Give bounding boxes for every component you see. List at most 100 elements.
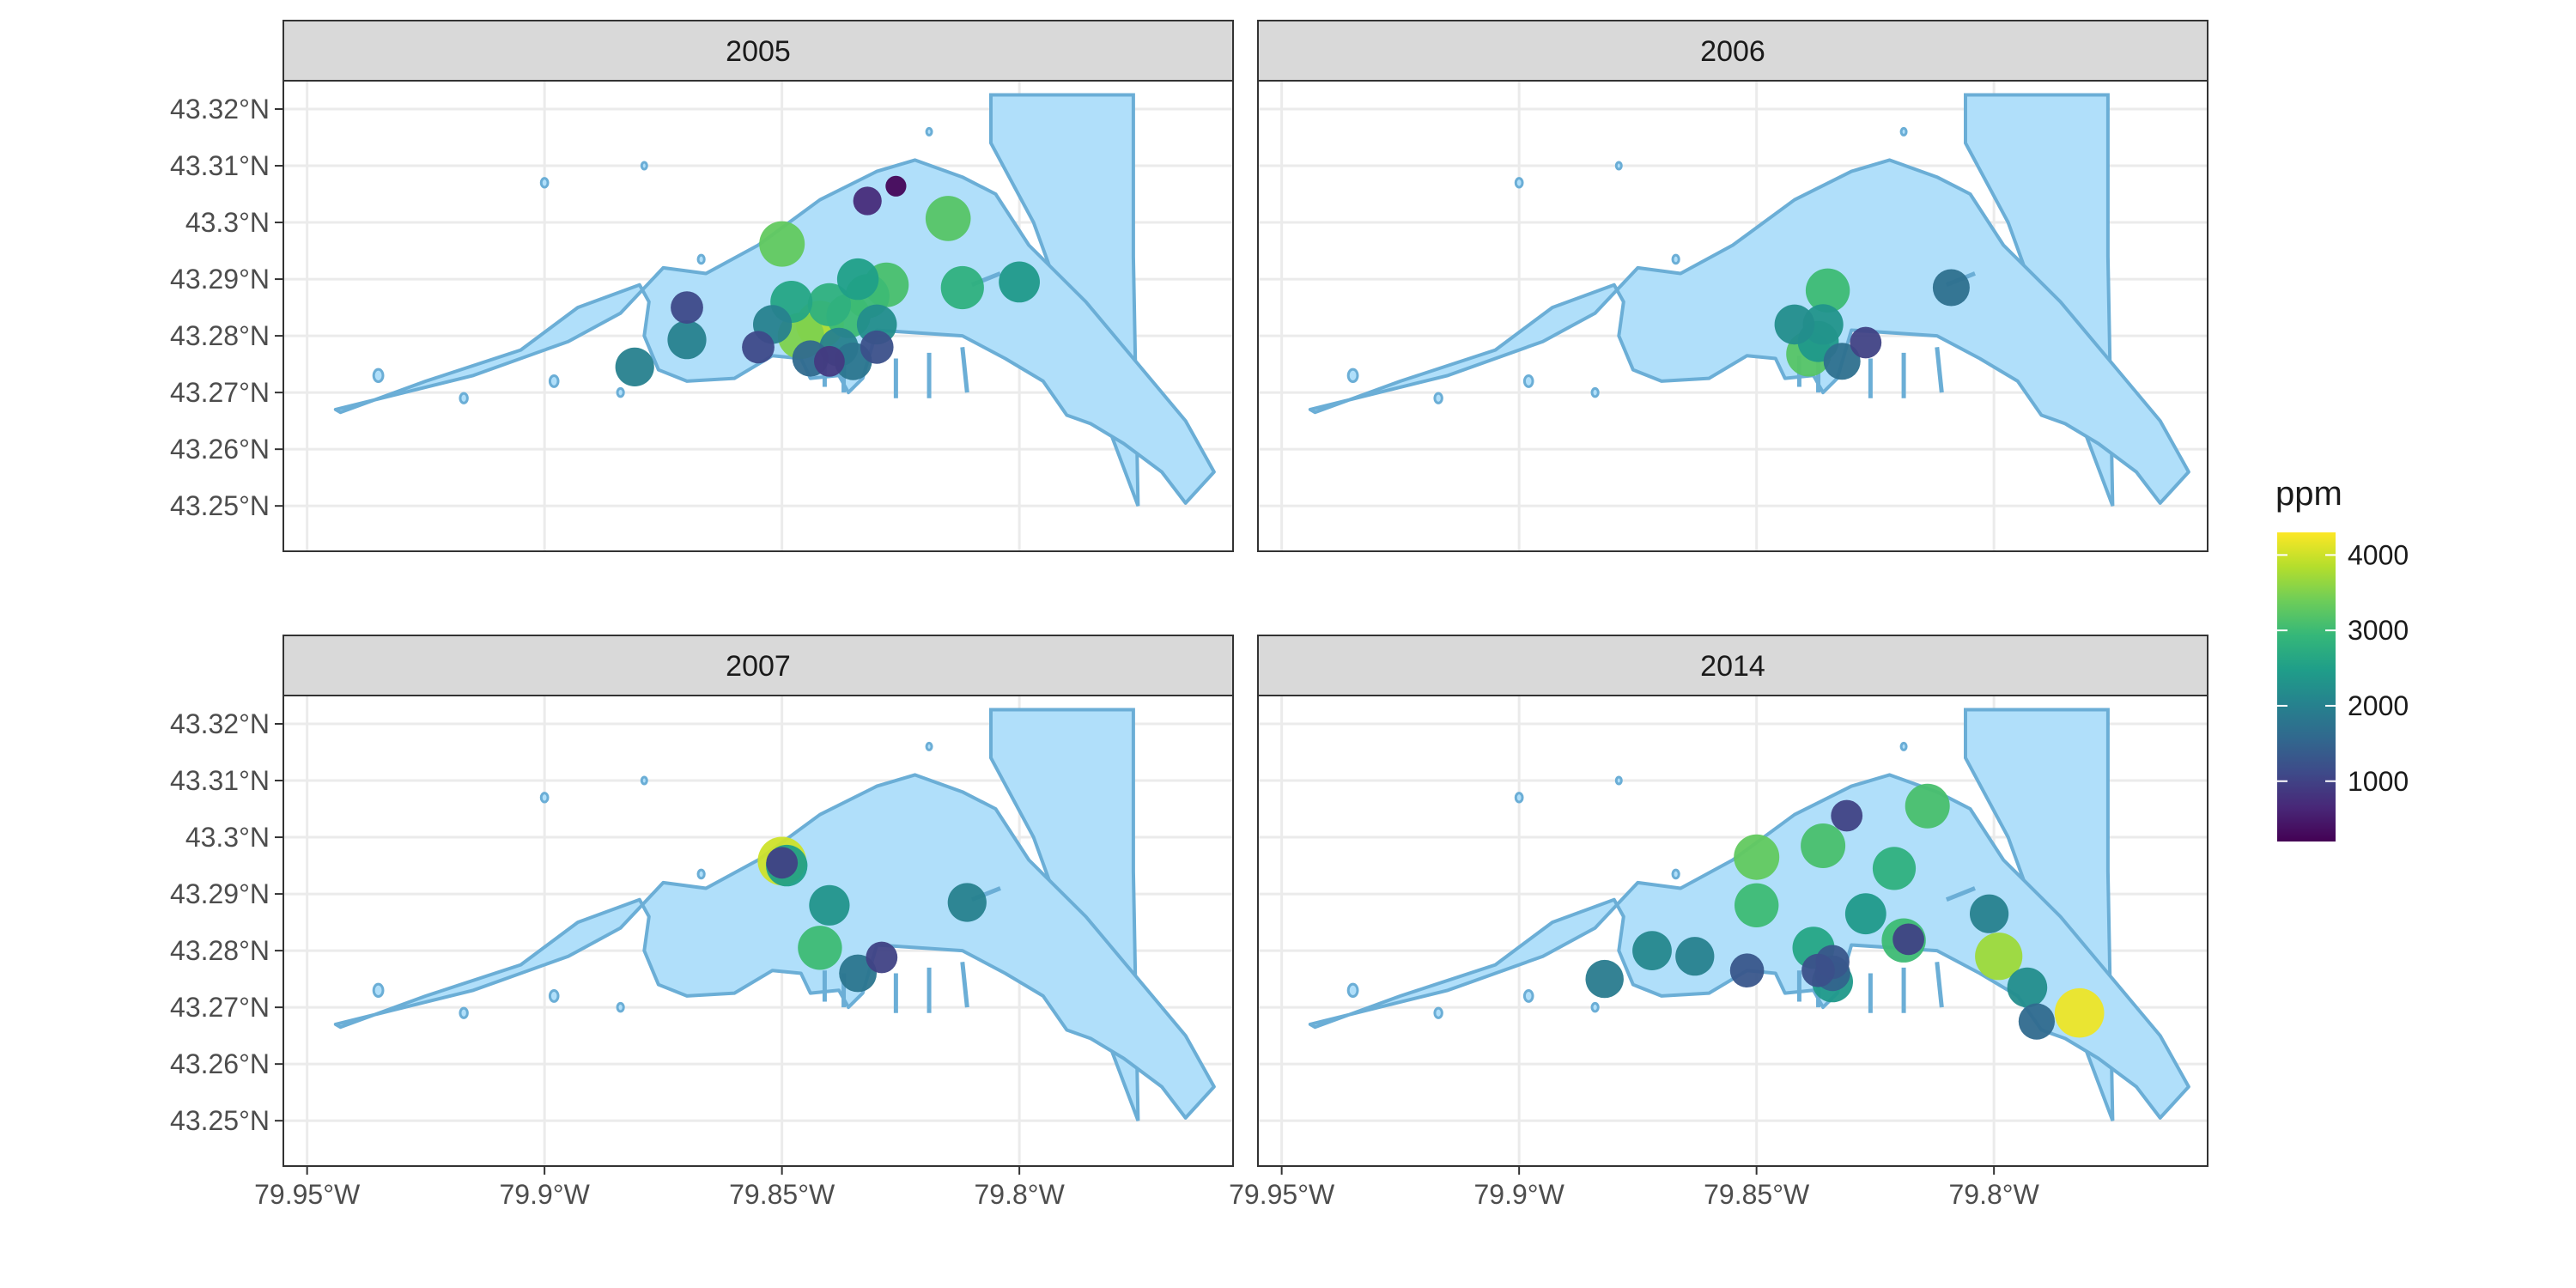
y-tick-label: 43.28°N [170, 935, 270, 966]
x-tick-label: 79.9°W [1474, 1179, 1565, 1210]
data-point [940, 265, 984, 310]
facet-strip-label: 2007 [726, 650, 791, 683]
islet-shape [1346, 368, 1359, 384]
islet-shape [616, 1001, 625, 1013]
pier-outline [960, 347, 969, 393]
y-tick-label: 43.32°N [170, 94, 270, 125]
data-point [742, 331, 775, 364]
y-tick-label: 43.28°N [170, 320, 270, 351]
data-point [814, 345, 845, 377]
islet-shape [459, 392, 469, 404]
y-tick-label: 43.32°N [170, 708, 270, 739]
data-point [947, 883, 987, 922]
islet-shape [539, 177, 550, 189]
data-point [667, 320, 707, 360]
data-point [2018, 1003, 2055, 1040]
facet-strip [1257, 20, 2208, 82]
facet-panel-2005: 2005 43.25°N 43.26°N 43.27°N 43.28°N 43.29°N 4… [170, 20, 1234, 552]
x-tick-label: 79.8°W [975, 1179, 1066, 1210]
x-tick-label: 79.85°W [729, 1179, 835, 1210]
islet-shape [372, 982, 385, 999]
y-tick-label: 43.31°N [170, 150, 270, 181]
panel-border [1257, 80, 2208, 552]
islet-shape [1522, 374, 1534, 388]
islet-shape [1899, 741, 1908, 751]
data-point [1735, 883, 1779, 928]
data-point [1872, 847, 1917, 890]
x-tick-label: 79.95°W [254, 1179, 361, 1210]
data-point [853, 186, 882, 216]
facet-strip-label: 2006 [1700, 35, 1765, 68]
islet-shape [1671, 868, 1680, 880]
islet-shape [696, 868, 706, 880]
panel-border [1257, 695, 2208, 1167]
data-point [999, 261, 1040, 303]
legend-tick-label: 2000 [2348, 690, 2409, 721]
data-point [807, 283, 852, 326]
data-point [1932, 269, 1970, 307]
islet-shape [548, 374, 560, 388]
islet-shape [459, 1006, 469, 1019]
harbour-shape [1308, 773, 2190, 1120]
y-tick-label: 43.29°N [170, 264, 270, 295]
y-tick-label: 43.26°N [170, 1048, 270, 1079]
islet-shape [1522, 989, 1534, 1003]
islet-shape [1671, 253, 1680, 265]
islet-shape [539, 792, 550, 804]
data-point [1905, 783, 1950, 829]
islet-shape [925, 741, 933, 751]
islet-shape [1614, 775, 1623, 786]
y-tick-label: 43.25°N [170, 1105, 270, 1136]
data-point [1975, 933, 2023, 981]
data-point [1675, 937, 1715, 976]
pier-outline [1935, 962, 1944, 1008]
pier-outline [960, 962, 969, 1008]
color-legend: ppm 1000 2000 3000 4000 [2275, 475, 2409, 841]
legend-tick-label: 4000 [2348, 539, 2409, 570]
y-tick-label: 43.26°N [170, 434, 270, 465]
data-point [1801, 953, 1835, 987]
data-point [860, 330, 894, 364]
data-point [1802, 304, 1844, 345]
data-point [1801, 823, 1846, 868]
x-tick-label: 79.9°W [500, 1179, 591, 1210]
facet-strip-label: 2014 [1700, 650, 1765, 683]
islet-shape [616, 386, 625, 398]
islet-shape [640, 775, 648, 786]
data-point [1831, 799, 1863, 832]
y-tick-label: 43.25°N [170, 490, 270, 521]
y-tick-label: 43.31°N [170, 765, 270, 796]
islet-shape [1433, 1006, 1443, 1019]
data-point [925, 196, 971, 241]
data-point [671, 291, 703, 324]
islet-shape [1614, 161, 1623, 171]
data-point [809, 884, 850, 926]
data-point [1734, 834, 1780, 880]
islet-shape [1590, 386, 1600, 398]
data-point [1729, 953, 1765, 987]
y-tick-label: 43.29°N [170, 878, 270, 909]
islet-shape [696, 253, 706, 265]
data-point [1823, 343, 1861, 380]
pier-outline [1935, 347, 1944, 393]
facet-panel-2007: 2007 43.25°N 43.26°N 43.27°N 43.28°N 43.29°N 4… [170, 635, 1234, 1210]
facet-strip [283, 20, 1234, 82]
y-tick-label: 43.27°N [170, 377, 270, 408]
pier-outline [1945, 886, 1976, 902]
data-point [2007, 967, 2048, 1008]
islet-shape [548, 989, 560, 1003]
data-point [866, 941, 898, 974]
data-point [1805, 268, 1850, 313]
data-point [1774, 304, 1815, 345]
data-point [1585, 959, 1624, 999]
data-point [759, 221, 805, 267]
islet-shape [1433, 392, 1443, 404]
legend-tick-label: 1000 [2348, 766, 2409, 797]
islet-shape [925, 126, 933, 137]
legend-tick-label: 3000 [2348, 615, 2409, 646]
data-point [2054, 987, 2105, 1038]
facet-strip [283, 635, 1234, 696]
islet-shape [372, 368, 385, 384]
facet-strip [1257, 635, 2208, 696]
